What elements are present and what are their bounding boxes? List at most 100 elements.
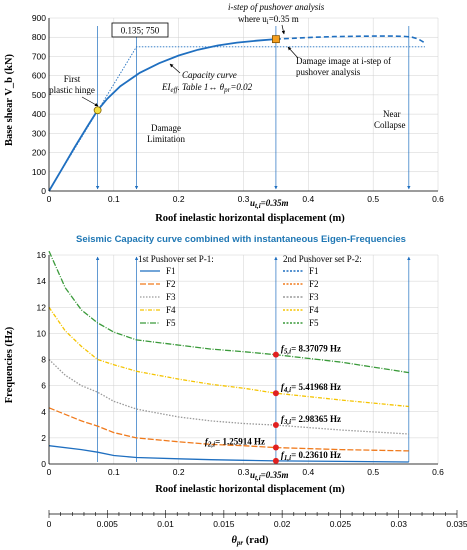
bottom-series (48, 250, 409, 463)
frequency-marker-label: f5,i= 8.37079 Hz (281, 344, 341, 356)
legend-set2-label: F4 (309, 305, 319, 315)
theta-axis-tick-label: 0.02 (274, 519, 291, 529)
bottom-x-tick-label: 0.4 (302, 467, 314, 477)
near-collapse-line1: Near (383, 109, 401, 119)
bottom-axes (48, 255, 438, 465)
top-y-tick-label: 100 (32, 167, 46, 177)
first-hinge-arrow (81, 96, 99, 107)
legend-set1-title: 1st Pushover set P-1: (138, 254, 214, 264)
theta-axis-tick-label: 0.03 (390, 519, 407, 529)
bottom-y-tick-label: 12 (37, 302, 47, 312)
theta-axis-tick-label: 0 (47, 519, 52, 529)
damage-image-line1: Damage image at i-step of (296, 56, 391, 66)
frequency-marker (272, 390, 279, 397)
legend-set1-label: F2 (166, 279, 176, 289)
legend-set2-label: F2 (309, 279, 319, 289)
damage-image-arrow (287, 46, 299, 59)
near-collapse-line2: Collapse (374, 120, 406, 130)
bottom-tick-labels: 0 0.1 0.2 0.3 0.4 0.5 0.6 0 2 4 6 8 10 12 14 16 (37, 250, 445, 477)
top-gridlines (48, 17, 439, 192)
theta-axis-label: θpr (rad) (231, 535, 269, 547)
top-y-tick-label: 500 (32, 90, 46, 100)
step-annotation-arrow (281, 24, 286, 35)
top-x-tick-label: 0.1 (108, 194, 120, 204)
bottom-y-tick-label: 2 (41, 433, 46, 443)
top-y-axis-label: Base shear V_b (kN) (4, 53, 15, 146)
top-axes (48, 18, 438, 192)
bottom-x-tick-label: 0.3 (238, 467, 250, 477)
top-y-tick-label: 400 (32, 109, 46, 119)
bottom-markers: f5,i= 8.37079 Hz f4,i= 5.41968 Hz f3,i= 2.… (205, 344, 341, 464)
frequency-marker-label: f3,i= 2.98365 Hz (281, 414, 341, 426)
top-x-tick-label: 0.6 (432, 194, 444, 204)
capacity-curve-continuation-line (275, 35, 426, 44)
first-plastic-hinge-point (93, 106, 102, 115)
bottom-legend: 1st Pushover set P-1: 2nd Pushover set P… (138, 254, 362, 328)
damage-image-line2: pushover analysis (296, 67, 361, 77)
theta-axis-tick-label: 0.01 (157, 519, 174, 529)
legend-set2-title: 2nd Pushover set P-2: (283, 254, 362, 264)
top-y-tick-label: 900 (32, 13, 46, 23)
theta-axis: 0 0.005 0.01 0.015 0.02 0.025 0.03 0.035 (47, 510, 467, 529)
theta-axis-tick-label: 0.035 (446, 519, 467, 529)
step-annotation-line2: where ui=0.35 m (238, 14, 299, 26)
top-markers (93, 35, 280, 115)
legend-set1-label: F4 (166, 305, 176, 315)
frequency-marker (272, 457, 279, 464)
bottom-y-tick-label: 6 (41, 381, 46, 391)
bottom-limit-lines (95, 256, 411, 462)
top-x-tick-label: 0.3 (238, 194, 250, 204)
frequency-series-f4 (48, 306, 409, 408)
bottom-x-tick-label: 0.1 (108, 467, 120, 477)
bottom-x-tick-label: 0.6 (432, 467, 444, 477)
top-y-tick-label: 700 (32, 51, 46, 61)
top-x-tick-label: 0.4 (302, 194, 314, 204)
bottom-x-tick-label: 0.5 (367, 467, 379, 477)
bottom-x-tick-label: 0 (47, 467, 52, 477)
theta-axis-tick-label: 0.005 (97, 519, 119, 529)
step-annotation-line1: i-step of pushover analysis (228, 2, 325, 12)
bottom-y-tick-label: 4 (41, 407, 46, 417)
top-y-tick-label: 300 (32, 128, 46, 138)
frequency-marker-label: f4,i= 5.41968 Hz (281, 382, 341, 394)
frequency-marker-label: f1,i= 0.23610 Hz (281, 450, 341, 462)
bottom-x-tick-label: 0.2 (173, 467, 185, 477)
top-y-tick-label: 800 (32, 32, 46, 42)
damage-limitation-line1: Damage (151, 123, 181, 133)
bottom-y-tick-label: 16 (37, 250, 47, 260)
legend-set2-label: F1 (309, 266, 319, 276)
bottom-y-tick-label: 14 (37, 276, 47, 286)
frequency-series-f1 (48, 445, 409, 463)
capacity-curve-chart: 0 0.1 0.2 0.3 0.4 0.5 0.6 0 100 200 300 400 500 600 70… (4, 2, 444, 224)
top-x-tick-label: 0.2 (173, 194, 185, 204)
top-limit-lines (95, 26, 411, 190)
bilinear-idealization-line (48, 46, 425, 192)
bottom-y-tick-label: 0 (41, 459, 46, 469)
legend-set2-label: F3 (309, 292, 319, 302)
capacity-curve-arrow (169, 63, 181, 74)
capacity-curve-line (48, 38, 276, 192)
first-hinge-line2: plastic hinge (49, 85, 95, 95)
top-y-tick-label: 200 (32, 148, 46, 158)
top-y-tick-label: 600 (32, 71, 46, 81)
top-ut-label: ut,i=0.35m (250, 198, 289, 210)
first-hinge-line1: First (64, 74, 81, 84)
yield-point-box-label: 0.135; 750 (121, 26, 160, 36)
legend-set1-label: F5 (166, 318, 176, 328)
legend-set2-label: F5 (309, 318, 319, 328)
frequency-chart: Seismic Capacity curve combined with ins… (4, 234, 467, 547)
theta-axis-tick-label: 0.015 (213, 519, 235, 529)
frequency-series-f5 (48, 250, 409, 374)
top-bilinear-curve (48, 46, 425, 192)
yield-point-box (111, 22, 169, 38)
frequency-series-f3 (48, 359, 409, 435)
bottom-x-axis-label: Roof inelastic horizontal displacement (… (155, 484, 345, 495)
top-x-axis-label: Roof inelastic horizontal displacement (… (155, 213, 345, 224)
top-x-tick-label: 0 (47, 194, 52, 204)
bottom-y-axis-label: Frequencies (Hz) (4, 326, 15, 403)
frequency-marker-label: f2,i= 1.25914 Hz (205, 437, 265, 449)
top-x-tick-label: 0.5 (367, 194, 379, 204)
legend-set1-label: F1 (166, 266, 176, 276)
bottom-y-tick-label: 8 (41, 355, 46, 365)
